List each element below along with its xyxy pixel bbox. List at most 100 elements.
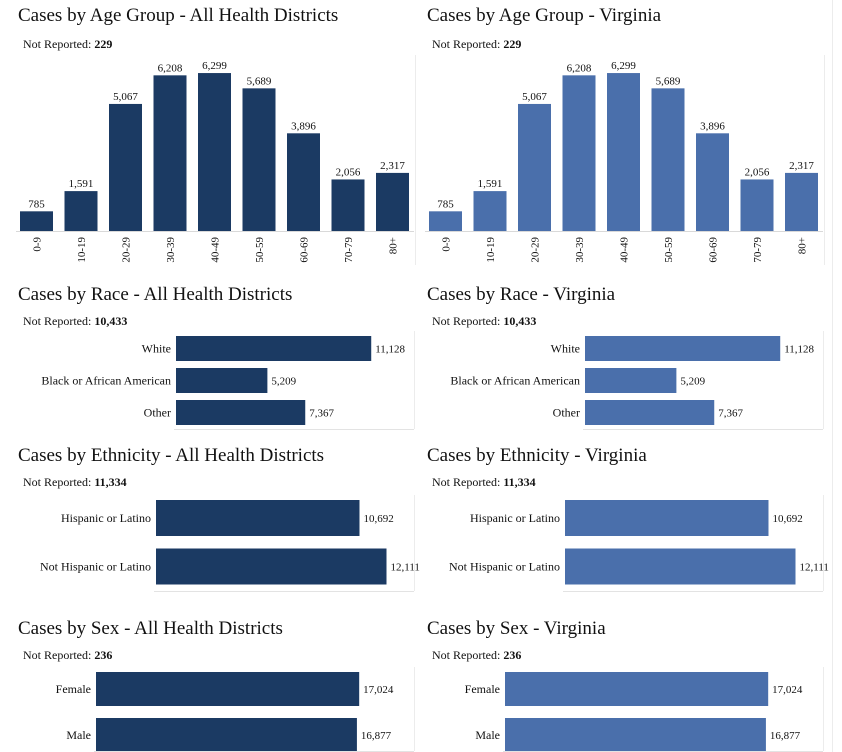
- not-reported-value: 10,433: [94, 314, 128, 328]
- x-tick-label: 10-19: [485, 237, 497, 263]
- bar-value-label: 5,209: [271, 376, 296, 388]
- bar: [607, 73, 640, 231]
- bar-value-label: 7,367: [718, 408, 743, 420]
- bar: [198, 73, 231, 231]
- bar: [565, 548, 796, 585]
- divider: [824, 55, 825, 265]
- x-tick-label: 30-39: [165, 237, 177, 263]
- bar: [176, 336, 372, 361]
- not-reported-label: Not Reported:: [23, 648, 92, 662]
- not-reported-value: 11,334: [94, 475, 127, 489]
- not-reported: Not Reported: 10,433: [23, 314, 127, 329]
- category-label: Black or African American: [450, 374, 580, 388]
- not-reported-label: Not Reported:: [432, 648, 501, 662]
- category-label: Other: [553, 406, 580, 420]
- not-reported: Not Reported: 11,334: [23, 475, 127, 490]
- not-reported-value: 11,334: [503, 475, 536, 489]
- bar: [473, 191, 507, 231]
- bar: [785, 172, 818, 231]
- bar: [562, 75, 596, 231]
- bar-value-label: 17,024: [363, 684, 394, 696]
- bar: [287, 133, 320, 231]
- not-reported: Not Reported: 11,334: [432, 475, 536, 490]
- bar: [518, 103, 551, 231]
- bar-value-label: 2,056: [336, 166, 361, 178]
- bar-value-label: 10,692: [772, 513, 802, 525]
- x-tick-label: 40-49: [210, 237, 222, 263]
- x-tick-label: 70-79: [752, 237, 764, 263]
- bar-value-label: 10,692: [363, 513, 393, 525]
- bar: [64, 191, 98, 231]
- x-tick-label: 40-49: [619, 237, 631, 263]
- bar: [585, 400, 715, 425]
- ethnicity-chart-all-districts: Hispanic or Latino 10,692 Not Hispanic or …: [40, 495, 420, 592]
- bar: [176, 400, 306, 425]
- panel-title: Cases by Sex - All Health Districts: [18, 618, 283, 639]
- bar-value-label: 6,208: [158, 62, 183, 74]
- bar-value-label: 6,299: [611, 60, 636, 72]
- bar-value-label: 16,877: [770, 730, 801, 742]
- category-label: Hispanic or Latino: [61, 511, 151, 525]
- bar-value-label: 16,877: [361, 730, 392, 742]
- not-reported-label: Not Reported:: [23, 475, 92, 489]
- not-reported: Not Reported: 236: [23, 648, 112, 663]
- bar-value-label: 12,111: [390, 562, 419, 574]
- bar-value-label: 2,056: [745, 166, 770, 178]
- age-chart-virginia: 785 0-9 1,591 10-19 5,067 20-29 6,208 30-39 6,29…: [425, 60, 823, 263]
- x-tick-label: 80+: [797, 237, 809, 254]
- not-reported-label: Not Reported:: [23, 37, 92, 51]
- not-reported-label: Not Reported:: [432, 475, 501, 489]
- category-label: Male: [66, 728, 91, 742]
- bar-value-label: 1,591: [69, 178, 94, 190]
- x-tick-label: 50-59: [254, 237, 266, 263]
- bar-value-label: 2,317: [380, 160, 405, 172]
- bar: [585, 336, 781, 361]
- age-chart-all-districts: 785 0-9 1,591 10-19 5,067 20-29 6,208 30-39 6,29…: [16, 60, 414, 263]
- category-label: Hispanic or Latino: [470, 511, 560, 525]
- bar-value-label: 785: [437, 198, 454, 210]
- sex-chart-all-districts: Female 17,024 Male 16,877: [56, 667, 415, 752]
- panel-title: Cases by Age Group - Virginia: [427, 5, 662, 26]
- category-label: Not Hispanic or Latino: [40, 560, 151, 574]
- x-tick-label: 50-59: [663, 237, 675, 263]
- x-tick-label: 0-9: [32, 237, 44, 252]
- bar: [331, 179, 365, 231]
- panel-title: Cases by Ethnicity - All Health District…: [18, 445, 325, 466]
- bar-value-label: 3,896: [291, 120, 316, 132]
- x-tick-label: 30-39: [574, 237, 586, 263]
- bar-value-label: 6,299: [202, 60, 227, 72]
- bar: [96, 718, 357, 752]
- bar: [156, 500, 360, 536]
- bar: [651, 88, 685, 231]
- bar: [505, 718, 766, 752]
- not-reported-value: 236: [503, 648, 522, 662]
- bar: [156, 548, 387, 585]
- x-tick-label: 20-29: [121, 237, 133, 263]
- bar-value-label: 5,067: [522, 91, 547, 103]
- divider: [415, 55, 416, 265]
- x-tick-label: 60-69: [299, 237, 311, 263]
- x-tick-label: 70-79: [343, 237, 355, 263]
- category-label: Black or African American: [41, 374, 171, 388]
- panel-title: Cases by Race - All Health Districts: [18, 284, 293, 305]
- bar-value-label: 5,067: [113, 91, 138, 103]
- page-edge: [832, 0, 833, 752]
- category-label: Not Hispanic or Latino: [449, 560, 560, 574]
- category-label: White: [551, 342, 580, 356]
- bar-value-label: 17,024: [772, 684, 803, 696]
- panel-title: Cases by Sex - Virginia: [427, 618, 606, 639]
- bar: [565, 500, 769, 536]
- x-tick-label: 10-19: [76, 237, 88, 263]
- x-tick-label: 20-29: [530, 237, 542, 263]
- panel-title: Cases by Ethnicity - Virginia: [427, 445, 647, 466]
- bar: [176, 368, 268, 393]
- x-tick-label: 80+: [388, 237, 400, 254]
- bar: [585, 368, 677, 393]
- category-label: Female: [465, 682, 500, 696]
- not-reported: Not Reported: 229: [23, 37, 112, 52]
- not-reported-label: Not Reported:: [432, 314, 501, 328]
- bar-value-label: 11,128: [375, 344, 405, 356]
- bar: [242, 88, 276, 231]
- x-tick-label: 0-9: [441, 237, 453, 252]
- panel-title: Cases by Age Group - All Health District…: [18, 5, 339, 26]
